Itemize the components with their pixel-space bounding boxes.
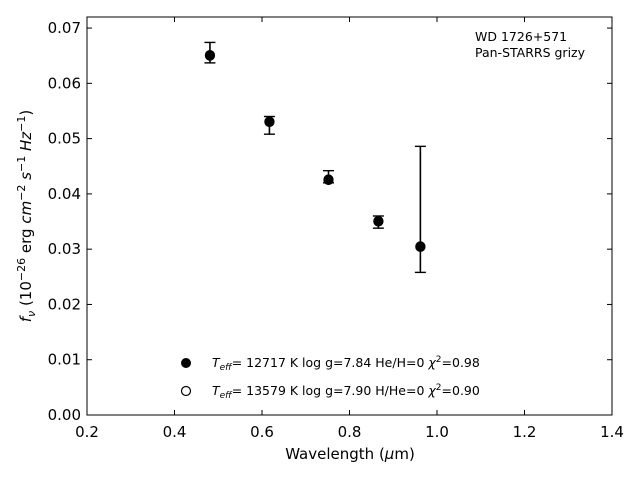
x-tick-label: 0.8 [338,423,362,441]
model-point-open [264,116,275,127]
y-tick-label: 0.03 [48,240,81,258]
x-axis-label: Wavelength (μm) [285,445,415,463]
model-point-open [415,241,426,253]
annotation-line-2: Pan-STARRS grizy [475,45,586,60]
y-tick-label: 0.07 [48,19,81,37]
data-marks [204,41,426,274]
y-tick-label: 0.06 [48,74,81,92]
y-tick-label: 0.01 [48,351,81,369]
annotation-line-1: WD 1726+571 [475,29,567,44]
x-tick-label: 0.6 [250,423,274,441]
x-tick-label: 1.0 [425,423,449,441]
y-tick-label: 0.00 [48,406,81,424]
y-tick-label: 0.04 [48,185,81,203]
y-tick-label: 0.05 [48,130,81,148]
model-point-open [204,50,216,61]
y-tick-label: 0.02 [48,295,81,313]
x-tick-label: 0.4 [163,423,187,441]
legend: Teff= 12717 K log g=7.84 He/H=0 χ2=0.98 … [180,355,480,401]
model-point-open [323,174,334,185]
axis-ticks: 0.2 0.4 0.6 0.8 1.0 1.2 1.4 0.00 0.01 0.02 0.03 0.0… [48,17,624,441]
legend-entry-1: Teff= 12717 K log g=7.84 He/H=0 χ2=0.98 [212,355,480,373]
x-tick-label: 1.2 [513,423,537,441]
legend-marker-filled [181,358,191,368]
x-tick-label: 1.4 [600,423,624,441]
model-point-open [373,215,384,227]
x-tick-label: 0.2 [75,423,99,441]
legend-marker-open [180,385,192,397]
y-axis-label: fν (10−26 erg cm−2 s−1 Hz−1) [15,110,38,323]
legend-entry-2: Teff= 13579 K log g=7.90 H/He=0 χ2=0.90 [212,383,480,401]
